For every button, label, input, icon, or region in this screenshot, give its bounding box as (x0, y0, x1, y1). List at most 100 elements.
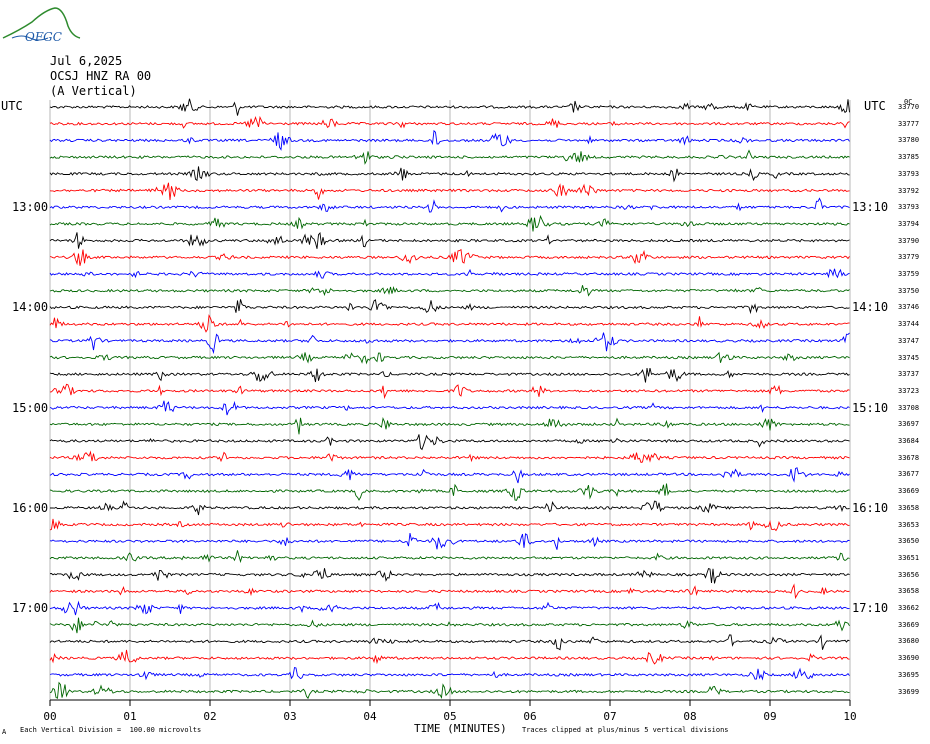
row-count-label: 33699 (898, 687, 920, 696)
seismic-trace (49, 383, 850, 400)
x-tick-label: 08 (683, 710, 696, 723)
logo-mountain (2, 7, 81, 39)
seismic-trace (49, 129, 850, 151)
seismic-trace (49, 400, 850, 416)
seismic-trace (49, 182, 850, 200)
x-tick-label: 07 (603, 710, 616, 723)
row-count-label: 33747 (898, 336, 920, 345)
row-count-label: 33650 (898, 537, 920, 546)
x-tick-label: 10 (843, 710, 856, 723)
seismic-trace (49, 351, 850, 365)
row-count-label: 33658 (898, 587, 920, 596)
seismic-trace (50, 500, 850, 516)
seismic-trace (49, 367, 850, 383)
x-tick-label: 00 (43, 710, 56, 723)
row-count-label: 33708 (898, 403, 920, 412)
row-count-label: 33690 (898, 654, 920, 663)
seismic-trace (49, 299, 850, 315)
logo-text: OFGC (25, 30, 62, 44)
row-count-label: 33695 (898, 670, 920, 679)
x-tick-label: 04 (363, 710, 377, 723)
seismic-trace (49, 214, 850, 232)
seismic-trace (49, 166, 850, 183)
left-time-label: 16:00 (12, 500, 49, 515)
seismic-trace (49, 634, 850, 651)
row-count-label: 33653 (898, 520, 920, 529)
row-count-label: 33793 (898, 169, 920, 178)
row-count-label: 33770 (898, 103, 920, 111)
seismic-trace (49, 600, 850, 616)
x-axis-title: TIME (MINUTES) (414, 722, 507, 735)
x-tick-label: 01 (123, 710, 136, 723)
corner-mark: A (2, 728, 7, 736)
left-time-label: 13:00 (12, 200, 49, 215)
seismic-trace (49, 533, 850, 550)
row-count-label: 33680 (898, 637, 920, 646)
row-count-label: 33684 (898, 437, 920, 445)
row-count-label: 33785 (898, 153, 920, 162)
seismic-trace (49, 268, 850, 279)
seismic-trace (49, 115, 850, 129)
row-count-label: 33759 (898, 270, 920, 278)
row-count-label: 33746 (898, 303, 920, 312)
row-count-label: 33697 (898, 420, 920, 429)
seismic-trace (49, 550, 850, 564)
seismic-trace (49, 197, 850, 213)
station-id: OCSJ HNZ RA 00 (50, 69, 152, 83)
right-top-label: 0C (904, 98, 913, 106)
clip-note: Traces clipped at plus/minus 5 vertical … (522, 726, 729, 734)
left-time-label: 14:00 (12, 300, 49, 315)
row-count-label: 33780 (898, 136, 920, 145)
logo: OFGC (2, 7, 81, 44)
right-time-label: 16:10 (852, 500, 889, 515)
seismic-trace (49, 285, 850, 297)
seismic-trace (49, 649, 850, 665)
row-count-label: 33794 (898, 219, 920, 228)
right-time-label: 14:10 (852, 300, 889, 315)
row-count-label: 33723 (898, 386, 920, 395)
component-label: (A Vertical) (50, 84, 137, 98)
seismic-trace (49, 583, 850, 600)
row-count-label: 33744 (898, 320, 920, 329)
row-count-label: 33793 (898, 203, 920, 212)
row-count-label: 33790 (898, 236, 920, 245)
seismic-trace (49, 98, 850, 116)
row-count-label: 33777 (898, 119, 920, 128)
seismic-trace (49, 450, 850, 463)
plot-date: Jul 6,2025 (50, 54, 123, 68)
seismic-trace (49, 149, 850, 165)
seismic-trace (49, 434, 850, 451)
seismic-trace (49, 617, 850, 634)
row-count-label: 33737 (898, 370, 920, 379)
right-time-label: 15:10 (852, 400, 889, 415)
row-count-label: 33651 (898, 553, 920, 562)
x-tick-label: 05 (443, 710, 456, 723)
x-tick-label: 03 (283, 710, 296, 723)
row-count-label: 33779 (898, 253, 920, 262)
logo-wave (11, 35, 49, 41)
seismic-trace (49, 518, 850, 532)
row-count-label: 33677 (898, 470, 920, 479)
row-count-label: 33750 (898, 286, 920, 295)
row-count-label: 33678 (898, 453, 920, 462)
x-tick-label: 06 (523, 710, 536, 723)
seismic-trace (49, 467, 850, 484)
seismic-trace (49, 314, 850, 333)
row-count-label: 33662 (898, 604, 920, 612)
seismic-trace (49, 667, 850, 681)
left-time-label: 15:00 (12, 400, 49, 415)
seismic-trace (49, 231, 850, 249)
seismic-trace (49, 483, 850, 501)
x-tick-label: 09 (763, 710, 776, 723)
row-count-label: 33745 (898, 353, 920, 362)
seismic-trace (49, 248, 850, 266)
left-timezone: UTC (1, 99, 23, 113)
row-count-label: 33792 (898, 186, 920, 195)
x-tick-label: 02 (203, 710, 216, 723)
row-count-label: 33658 (898, 503, 920, 512)
seismic-trace (49, 332, 850, 355)
seismic-trace (49, 568, 850, 584)
row-count-label: 33669 (898, 487, 920, 496)
seismic-trace (49, 681, 850, 700)
